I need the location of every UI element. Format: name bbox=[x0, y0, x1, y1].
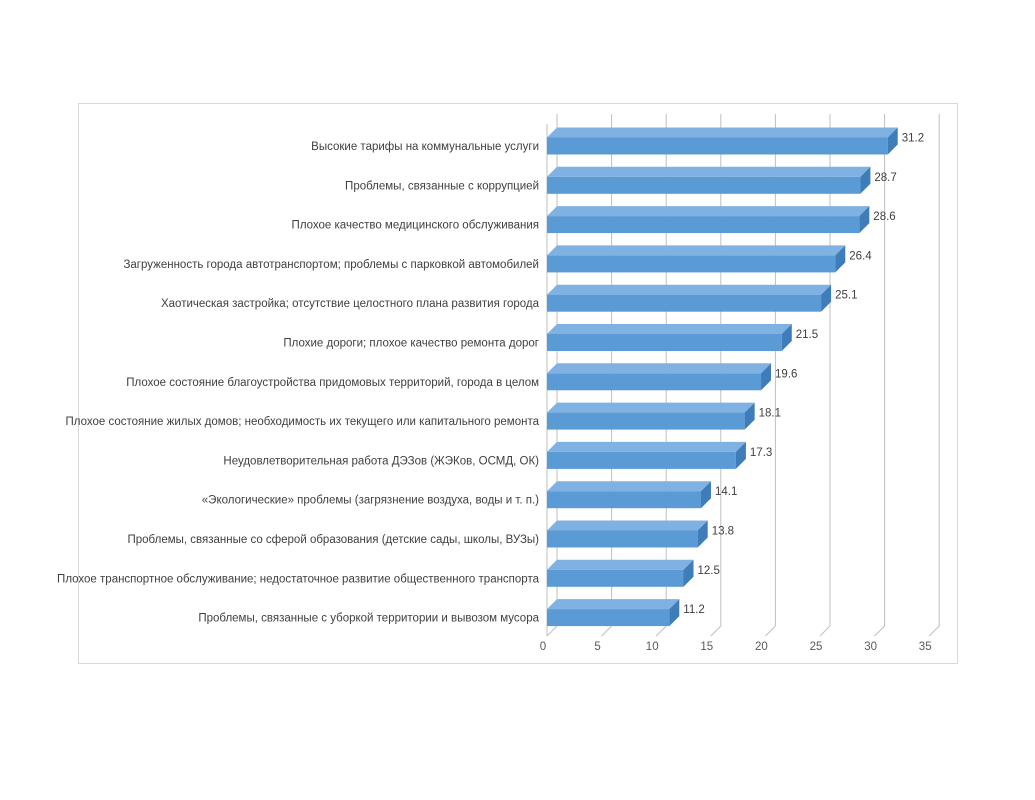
bar-top-face bbox=[547, 284, 832, 295]
category-label: Плохое транспортное обслуживание; недост… bbox=[57, 573, 540, 585]
bar-front-face bbox=[547, 176, 861, 194]
category-label: Проблемы, связанные с уборкой территории… bbox=[198, 613, 539, 625]
bar-top-face bbox=[547, 559, 694, 570]
data-label: 19.6 bbox=[775, 368, 797, 380]
bar-top-face bbox=[547, 402, 755, 413]
category-label: Неудовлетворительная работа ДЭЗов (ЖЭКов… bbox=[223, 455, 539, 467]
bar-front-face bbox=[547, 216, 860, 234]
bar-top-face bbox=[547, 127, 898, 138]
data-label: 18.1 bbox=[759, 408, 781, 420]
floor-gridline bbox=[546, 625, 558, 637]
x-tick-label: 20 bbox=[755, 641, 768, 653]
floor-gridline bbox=[710, 625, 722, 637]
category-label: Проблемы, связанные с коррупцией bbox=[345, 180, 539, 192]
bar-side-face bbox=[669, 599, 680, 627]
data-label: 14.1 bbox=[715, 486, 737, 498]
bar-front-face bbox=[547, 373, 762, 391]
x-tick-label: 25 bbox=[810, 641, 823, 653]
bar-top-face bbox=[547, 441, 746, 452]
category-label: Плохие дороги; плохое качество ремонта д… bbox=[283, 338, 539, 350]
bar bbox=[547, 245, 846, 273]
data-label: 11.2 bbox=[683, 604, 705, 616]
data-label: 28.6 bbox=[873, 211, 895, 223]
bar-side-face bbox=[835, 245, 846, 273]
data-label: 13.8 bbox=[712, 526, 734, 538]
bar bbox=[547, 481, 711, 509]
floor-gridline bbox=[765, 625, 776, 637]
category-label: Плохое качество медицинского обслуживани… bbox=[292, 220, 539, 232]
bar bbox=[547, 599, 680, 627]
labels-layer: 0 5 10 15 20 25 30 35 31.2 Высокие тарифы на комм… bbox=[57, 133, 932, 654]
bar-front-face bbox=[547, 255, 836, 273]
x-tick-label: 30 bbox=[864, 641, 877, 653]
bar-top-face bbox=[547, 520, 708, 531]
bar-top-face bbox=[547, 363, 772, 374]
bar-side-face bbox=[821, 284, 832, 312]
bar-side-face bbox=[744, 402, 755, 430]
x-tick-label: 10 bbox=[646, 641, 659, 653]
bars-layer bbox=[547, 127, 898, 627]
bar-front-face bbox=[547, 569, 684, 587]
bar-side-face bbox=[700, 481, 711, 509]
data-label: 12.5 bbox=[698, 565, 720, 577]
data-label: 26.4 bbox=[849, 250, 872, 262]
bar-front-face bbox=[547, 294, 822, 312]
bar-front-face bbox=[547, 334, 782, 351]
floor-gridline bbox=[819, 625, 831, 637]
chart-frame bbox=[78, 103, 958, 664]
category-label: «Экологические» проблемы (загрязнение во… bbox=[202, 495, 539, 507]
bar bbox=[547, 402, 755, 430]
bar bbox=[547, 127, 898, 155]
category-label: Плохое состояние благоустройства придомо… bbox=[126, 377, 539, 389]
bar-side-face bbox=[887, 127, 898, 155]
x-tick-label: 35 bbox=[919, 641, 932, 653]
bar-top-face bbox=[547, 166, 871, 177]
bar-front-face bbox=[547, 451, 736, 469]
x-tick-label: 0 bbox=[540, 641, 546, 653]
category-label: Проблемы, связанные со сферой образовани… bbox=[127, 534, 539, 546]
bar-side-face bbox=[697, 520, 708, 548]
bar bbox=[547, 363, 772, 391]
bar-top-face bbox=[547, 599, 680, 610]
bar-top-face bbox=[547, 324, 792, 334]
bar-side-face bbox=[735, 441, 746, 469]
data-label: 21.5 bbox=[796, 329, 818, 341]
bar bbox=[547, 324, 792, 351]
bar-front-face bbox=[547, 137, 888, 155]
category-label: Хаотическая застройка; отсутствие целост… bbox=[161, 298, 540, 310]
bar bbox=[547, 559, 694, 587]
bar-side-face bbox=[859, 206, 870, 234]
bar bbox=[547, 166, 871, 194]
bar bbox=[547, 520, 708, 548]
data-label: 25.1 bbox=[835, 290, 857, 302]
x-tick-label: 15 bbox=[700, 641, 713, 653]
bar-top-face bbox=[547, 481, 711, 492]
floor-gridline bbox=[874, 625, 885, 637]
bar-side-face bbox=[781, 324, 792, 351]
floor-gridline bbox=[928, 625, 940, 637]
category-label: Плохое состояние жилых домов; необходимо… bbox=[66, 416, 540, 428]
bar-side-face bbox=[860, 166, 871, 194]
bar-side-face bbox=[683, 559, 694, 587]
bar-front-face bbox=[547, 491, 701, 509]
data-label: 28.7 bbox=[874, 172, 896, 184]
bar-top-face bbox=[547, 206, 870, 217]
bar-front-face bbox=[547, 609, 670, 627]
bar bbox=[547, 441, 746, 469]
x-tick-label: 5 bbox=[594, 641, 600, 653]
bar-front-face bbox=[547, 412, 745, 430]
data-label: 31.2 bbox=[902, 133, 924, 145]
bar-top-face bbox=[547, 245, 846, 256]
floor-gridline bbox=[655, 625, 667, 637]
category-label: Высокие тарифы на коммунальные услуги bbox=[311, 141, 539, 153]
bar bbox=[547, 284, 832, 312]
bar bbox=[547, 206, 870, 234]
floor-gridline bbox=[601, 625, 612, 637]
bar-side-face bbox=[761, 363, 772, 391]
category-label: Загруженность города автотранспортом; пр… bbox=[123, 259, 539, 271]
bar-front-face bbox=[547, 530, 698, 548]
data-label: 17.3 bbox=[750, 447, 772, 459]
